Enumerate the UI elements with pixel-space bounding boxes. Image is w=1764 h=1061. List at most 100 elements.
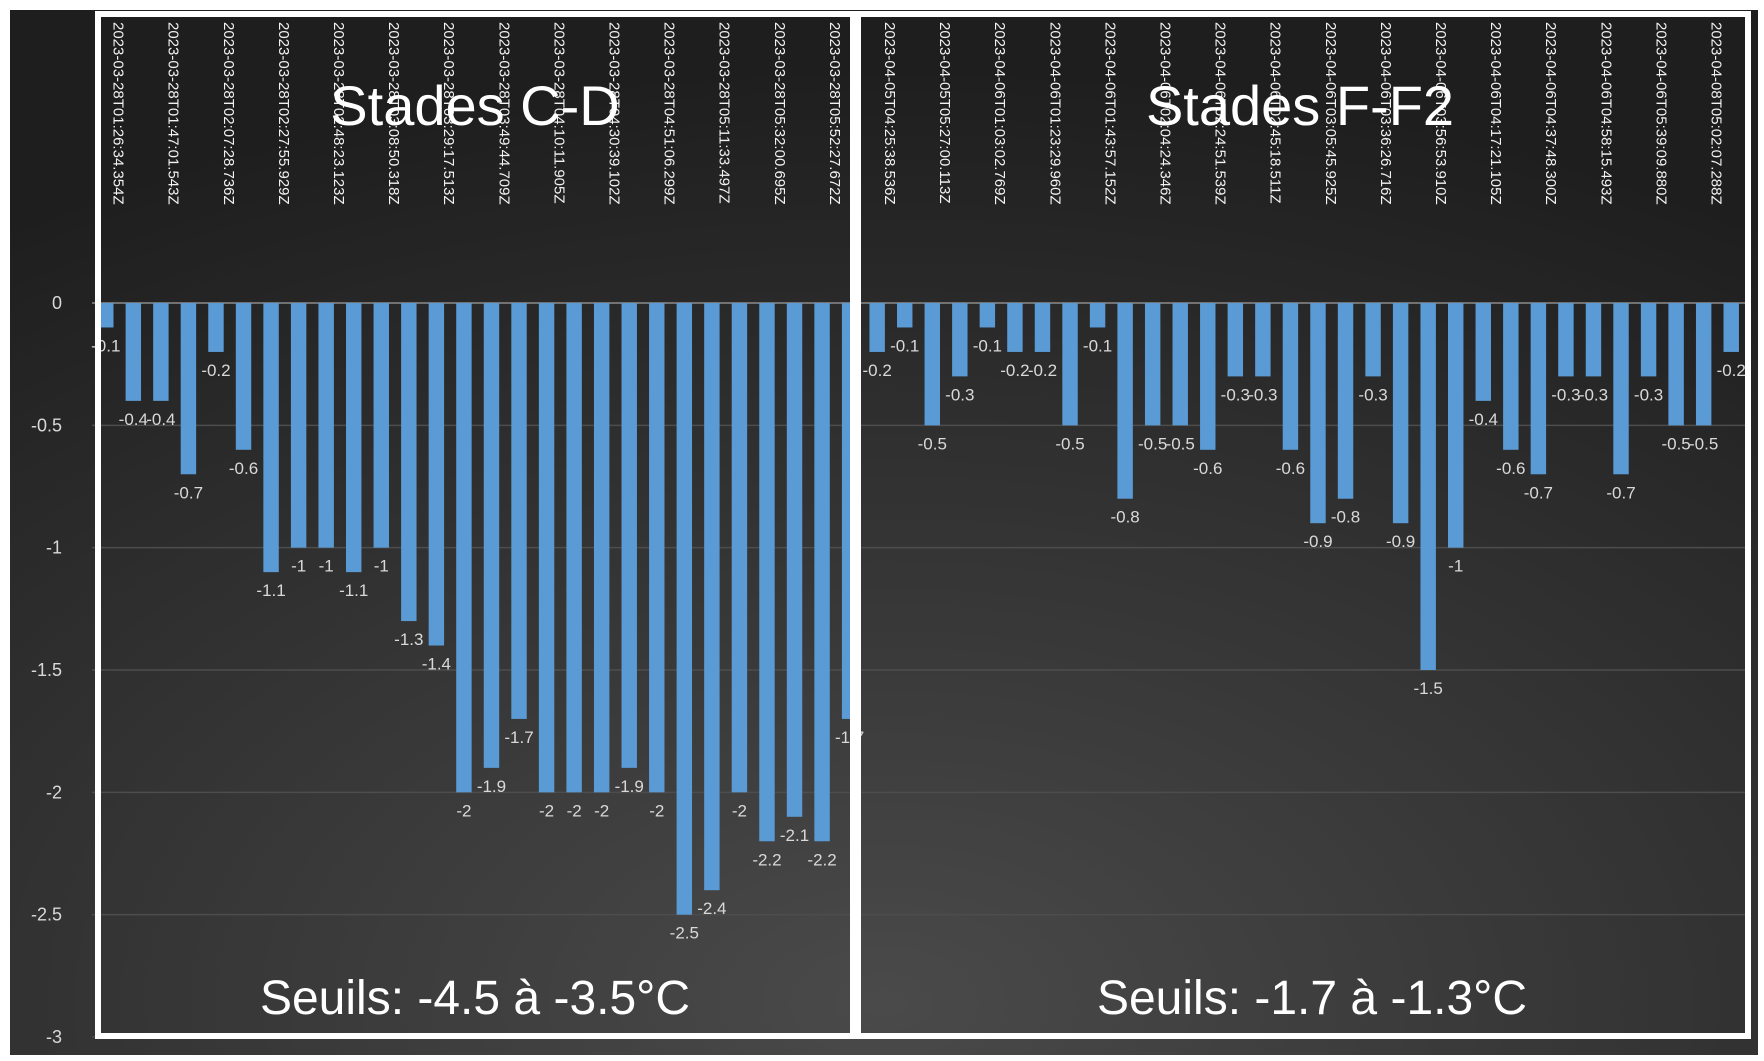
bar [869, 303, 885, 352]
data-label: -2 [594, 801, 609, 820]
data-label: -0.3 [1221, 385, 1250, 404]
x-tick-label: 2023-04-06T01:43:57.152Z [1101, 22, 1118, 205]
x-tick-label: 2023-03-28T01:47:01.543Z [165, 22, 182, 205]
bar [1613, 303, 1629, 475]
x-tick-label: 2023-03-28T04:30:39.102Z [605, 22, 622, 205]
data-label: -0.6 [1193, 459, 1222, 478]
data-label: -0.9 [1386, 532, 1415, 551]
data-label: -0.3 [1248, 385, 1277, 404]
bar [952, 303, 968, 377]
data-label: -2.2 [807, 850, 836, 869]
bar [1392, 303, 1409, 524]
bar [318, 303, 334, 548]
bar [786, 303, 803, 817]
data-label: -1.9 [615, 777, 644, 796]
y-tick-label: 0 [52, 293, 62, 313]
data-label: -0.8 [1331, 508, 1360, 527]
data-label: -1.3 [394, 630, 423, 649]
x-tick-label: 2023-04-06T01:23:29.960Z [1046, 22, 1063, 205]
data-label: -2 [539, 801, 554, 820]
x-tick-label: 2023-03-28T03:08:50.318Z [385, 22, 402, 205]
x-tick-label: 2023-03-28T05:32:00.695Z [771, 22, 788, 205]
data-label: -0.5 [1055, 434, 1084, 453]
bar [373, 303, 389, 548]
bar [1530, 303, 1547, 475]
data-label: -2.1 [780, 826, 809, 845]
bar [1062, 303, 1078, 426]
x-tick-label: 2023-04-06T03:56:53.910Z [1432, 22, 1449, 205]
x-tick-label: 2023-04-06T02:24:51.539Z [1212, 22, 1229, 205]
panel-threshold-f-f2: Seuils: -1.7 à -1.3°C [1097, 972, 1527, 1025]
bar [676, 303, 693, 915]
y-tick-label: -1 [46, 538, 62, 558]
bar [979, 303, 996, 328]
data-label: -0.7 [174, 483, 203, 502]
bar [1007, 303, 1023, 352]
data-label: -0.2 [1717, 361, 1746, 380]
x-tick-label: 2023-04-05T04:25:38.536Z [881, 22, 898, 205]
data-label: -0.2 [1028, 361, 1057, 380]
x-tick-label: 2023-03-28T03:49:44.709Z [495, 22, 512, 205]
data-label: -0.2 [863, 361, 892, 380]
data-label: -2 [732, 801, 747, 820]
data-label: -0.1 [890, 336, 919, 355]
x-tick-label: 2023-04-06T03:36:26.716Z [1377, 22, 1394, 205]
x-tick-label: 2023-04-06T04:58:15.493Z [1597, 22, 1614, 205]
bar [1172, 303, 1188, 426]
bar [1117, 303, 1133, 499]
panel-frame-f-f2 [855, 11, 1751, 1039]
x-tick-label: 2023-04-06T04:37:48.300Z [1542, 22, 1559, 205]
data-label: -0.3 [1579, 385, 1608, 404]
bar [1558, 303, 1574, 377]
data-label: -1 [374, 557, 389, 576]
x-tick-label: 2023-03-28T04:10:11.905Z [550, 22, 567, 204]
bar [1227, 303, 1244, 377]
bar [125, 303, 142, 401]
data-label: -0.4 [146, 410, 175, 429]
bar [1310, 303, 1326, 524]
bar [621, 303, 637, 768]
panel-title-c-d: Stades C-D [330, 74, 619, 137]
data-label: -2 [456, 801, 471, 820]
bar [428, 303, 445, 646]
x-axis-labels: 2023-03-28T01:26:34.354Z 2023-03-28T01:47… [110, 22, 1725, 205]
data-label: -0.6 [1276, 459, 1305, 478]
x-tick-label: 2023-04-06T02:45:18.511Z [1267, 22, 1284, 204]
bar [1255, 303, 1271, 377]
bars [98, 303, 1739, 915]
data-label: -2.5 [670, 924, 699, 943]
data-label: -0.6 [229, 459, 258, 478]
x-tick-label: 2023-03-28T04:51:06.299Z [661, 22, 678, 205]
bar [1640, 303, 1657, 377]
bar [897, 303, 913, 328]
y-tick-label: -1.5 [31, 660, 62, 680]
x-tick-label: 2023-04-08T05:02:07.288Z [1707, 22, 1724, 205]
bar [814, 303, 830, 842]
panel-title-f-f2: Stades F-F2 [1146, 74, 1454, 137]
data-label: -1.9 [477, 777, 506, 796]
bar [483, 303, 500, 768]
data-label: -0.5 [1166, 434, 1195, 453]
x-tick-label: 2023-04-05T05:27:00.113Z [936, 22, 953, 204]
bar [1668, 303, 1684, 426]
data-label: -0.3 [1634, 385, 1663, 404]
bar [649, 303, 665, 793]
data-label: -0.9 [1303, 532, 1332, 551]
y-tick-label: -2.5 [31, 905, 62, 925]
data-label: -0.5 [1138, 434, 1167, 453]
data-labels: -0.1-0.4-0.4-0.7-0.2-0.6-1.1-1 -1-1.1-1-1… [91, 336, 1746, 942]
bar [1337, 303, 1354, 499]
x-tick-label: 2023-04-06T02:04:24.346Z [1156, 22, 1173, 205]
x-tick-label: 2023-03-28T02:07:28.736Z [220, 22, 237, 205]
bar [511, 303, 527, 719]
data-label: -0.3 [1358, 385, 1387, 404]
bar [290, 303, 307, 548]
bar [98, 303, 114, 328]
bar [263, 303, 279, 573]
bar [1282, 303, 1299, 450]
x-tick-label: 2023-03-28T01:26:34.354Z [110, 22, 127, 205]
data-label: -1.4 [422, 655, 451, 674]
data-label: -0.5 [1661, 434, 1690, 453]
data-label: -0.2 [1000, 361, 1029, 380]
